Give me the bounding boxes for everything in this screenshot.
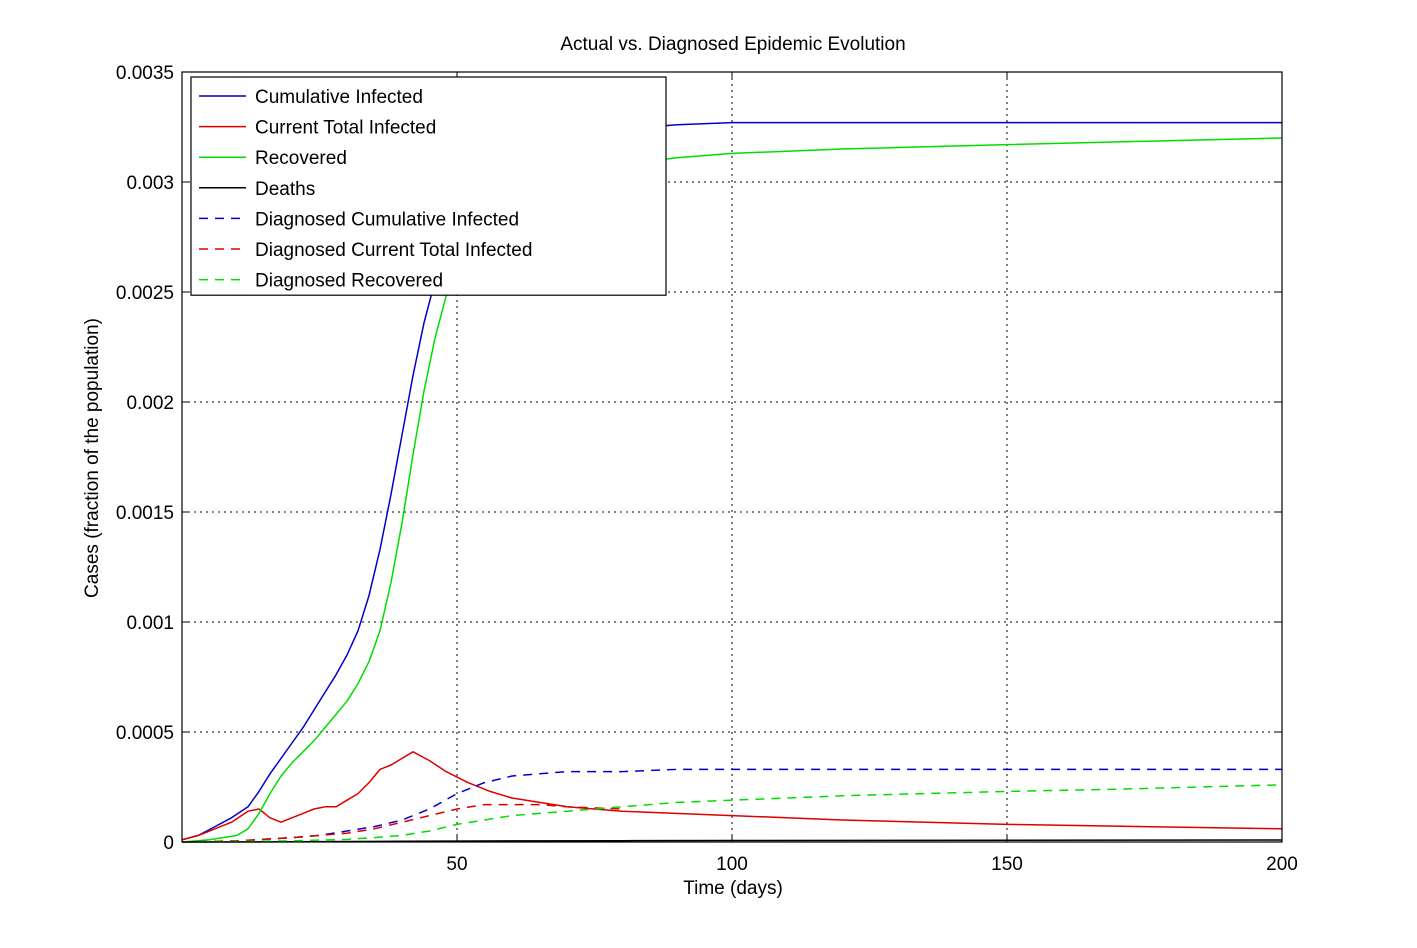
y-tick-label: 0.0005 (116, 723, 174, 744)
series-diagnosed-current-total-infected (181, 803, 623, 843)
legend-label: Deaths (255, 179, 315, 200)
axis-ticks: 50 100 150 200 0 0.0005 0.001 0.0015 0.002 0.0025… (116, 63, 1298, 875)
legend-label: Current Total Infected (255, 118, 436, 139)
chart-title: Actual vs. Diagnosed Epidemic Evolution (560, 34, 905, 55)
y-tick-label: 0 (163, 833, 174, 854)
x-tick-label: 100 (716, 854, 748, 875)
legend-box (190, 76, 667, 296)
x-tick-label: 50 (446, 854, 467, 875)
legend-label: Diagnosed Current Total Infected (255, 240, 532, 261)
x-tick-label: 150 (991, 854, 1023, 875)
legend-label: Cumulative Infected (255, 87, 423, 108)
y-tick-label: 0.0015 (116, 503, 174, 524)
y-tick-label: 0.002 (126, 393, 174, 414)
x-axis-title: Time (days) (683, 878, 783, 899)
y-axis-title: Cases (fraction of the population) (82, 318, 103, 598)
x-tick-label: 200 (1266, 854, 1298, 875)
y-tick-label: 0.001 (126, 613, 174, 634)
y-tick-label: 0.0025 (116, 283, 174, 304)
legend-label: Recovered (255, 148, 347, 169)
y-tick-label: 0.0035 (116, 63, 174, 84)
legend-label: Diagnosed Recovered (255, 271, 443, 292)
y-tick-label: 0.003 (126, 173, 174, 194)
legend: Cumulative Infected Current Total Infecte… (190, 76, 667, 296)
series-diagnosed-recovered (181, 784, 1283, 843)
legend-label: Diagnosed Cumulative Infected (255, 209, 519, 230)
